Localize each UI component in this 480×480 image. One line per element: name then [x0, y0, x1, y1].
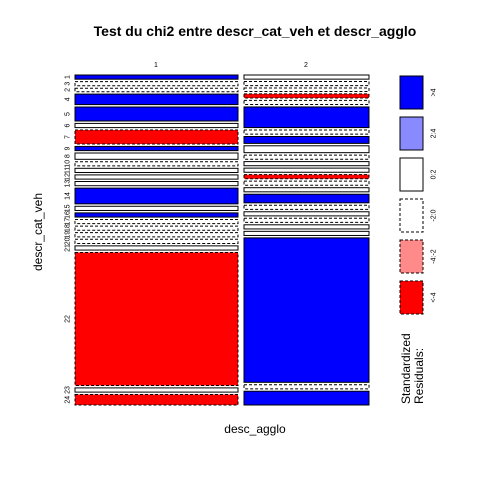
tile-row-10-col-2 [243, 154, 370, 160]
tile-row-8-col-1 [74, 152, 239, 160]
tile-row-9-col-1 [74, 145, 239, 152]
legend-label-4: -4:-2 [431, 249, 438, 264]
y-axis-label: descr_cat_veh [31, 193, 45, 271]
legend-swatch-4 [399, 239, 424, 274]
tile-row-20-col-1 [74, 238, 239, 244]
legend-swatch-1 [399, 116, 424, 151]
legend-title-line-1: Standardized [399, 333, 413, 404]
mosaic-tiles [74, 74, 370, 406]
row-tick-16: 16 [65, 211, 72, 219]
tile-row-6-col-1 [74, 122, 239, 129]
tile-row-14-col-1 [74, 187, 239, 205]
tile-row-2-col-1 [74, 87, 239, 93]
row-tick-23: 23 [65, 386, 72, 394]
tile-row-12-col-2 [243, 167, 370, 173]
chart-title: Test du chi2 entre descr_cat_veh et desc… [94, 23, 417, 39]
tile-row-17-col-2 [243, 204, 370, 210]
legend-swatch-0 [399, 75, 424, 110]
tile-row-19-col-1 [74, 232, 239, 238]
legend-label-3: -2:0 [431, 209, 438, 221]
column-tick-1: 1 [154, 62, 158, 69]
row-tick-24: 24 [65, 396, 72, 404]
row-tick-14: 14 [65, 192, 72, 200]
legend-label-0: >4 [431, 88, 438, 96]
row-tick-22: 22 [65, 315, 72, 323]
tile-row-11-col-2 [243, 161, 370, 167]
tile-row-16-col-2 [243, 193, 370, 204]
tile-row-7-col-1 [74, 129, 239, 145]
tile-row-19-col-2 [243, 217, 370, 223]
row-tick-7: 7 [65, 135, 72, 139]
tile-row-16-col-1 [74, 212, 239, 218]
tile-row-24-col-1 [74, 394, 239, 406]
tile-row-3-col-1 [74, 81, 239, 87]
tile-row-22-col-1 [74, 251, 239, 386]
tile-row-17-col-1 [74, 218, 239, 225]
tile-row-4-col-1 [74, 93, 239, 106]
row-tick-2: 2 [65, 88, 72, 92]
tile-row-2-col-2 [243, 87, 370, 92]
tile-row-18-col-1 [74, 225, 239, 231]
tile-row-6-col-2 [243, 106, 370, 129]
tile-row-18-col-2 [243, 211, 370, 217]
legend-label-1: 2:4 [431, 129, 438, 139]
row-tick-19: 19 [65, 231, 72, 239]
tile-row-5-col-2 [243, 99, 370, 106]
tile-row-13-col-2 [243, 174, 370, 180]
row-tick-1: 1 [65, 75, 72, 79]
legend-title-line-2: Residuals: [412, 348, 426, 404]
legend-swatch-2 [399, 157, 424, 192]
row-tick-20: 20 [65, 237, 72, 245]
row-tick-8: 8 [65, 154, 72, 158]
tile-row-8-col-2 [243, 145, 370, 154]
row-tick-21: 21 [65, 244, 72, 252]
row-tick-17: 17 [65, 218, 72, 226]
row-tick-5: 5 [65, 112, 72, 116]
legend-label-2: 0:2 [431, 170, 438, 180]
tile-row-10-col-1 [74, 161, 239, 167]
legend: >4 2:4 0:2 -2:0 -4:-2 <-4 [399, 75, 438, 315]
tile-row-24-col-2 [243, 390, 370, 406]
tile-row-13-col-1 [74, 181, 239, 187]
tile-row-1-col-2 [243, 74, 370, 80]
tile-row-20-col-2 [243, 224, 370, 230]
tile-row-22-col-2 [243, 237, 370, 383]
tile-row-9-col-2 [243, 136, 370, 144]
tile-row-14-col-2 [243, 180, 370, 186]
row-tick-12: 12 [65, 173, 72, 181]
row-tick-11: 11 [65, 167, 72, 174]
tile-row-21-col-2 [243, 230, 370, 236]
row-tick-9: 9 [65, 146, 72, 150]
tile-row-15-col-2 [243, 187, 370, 193]
row-tick-13: 13 [65, 180, 72, 188]
x-axis-label: desc_agglo [224, 422, 286, 436]
row-tick-3: 3 [65, 82, 72, 86]
row-tick-10: 10 [65, 160, 72, 168]
tile-row-21-col-1 [74, 245, 239, 251]
tile-row-12-col-1 [74, 174, 239, 180]
row-tick-6: 6 [65, 123, 72, 127]
legend-label-5: <-4 [431, 292, 438, 302]
tile-row-23-col-1 [74, 387, 239, 393]
tile-row-7-col-2 [243, 129, 370, 135]
tile-row-23-col-2 [243, 384, 370, 390]
tile-row-3-col-2 [243, 81, 370, 87]
row-tick-15: 15 [65, 204, 72, 212]
legend-swatch-5 [399, 280, 424, 315]
row-tick-18: 18 [65, 224, 72, 232]
tile-row-11-col-1 [74, 167, 239, 174]
tile-row-1-col-1 [74, 74, 239, 80]
tile-row-15-col-1 [74, 205, 239, 211]
row-tick-4: 4 [65, 97, 72, 101]
legend-swatch-3 [399, 198, 424, 233]
tile-row-4-col-2 [243, 93, 370, 99]
column-tick-2: 2 [304, 62, 308, 69]
tile-row-5-col-1 [74, 106, 239, 122]
